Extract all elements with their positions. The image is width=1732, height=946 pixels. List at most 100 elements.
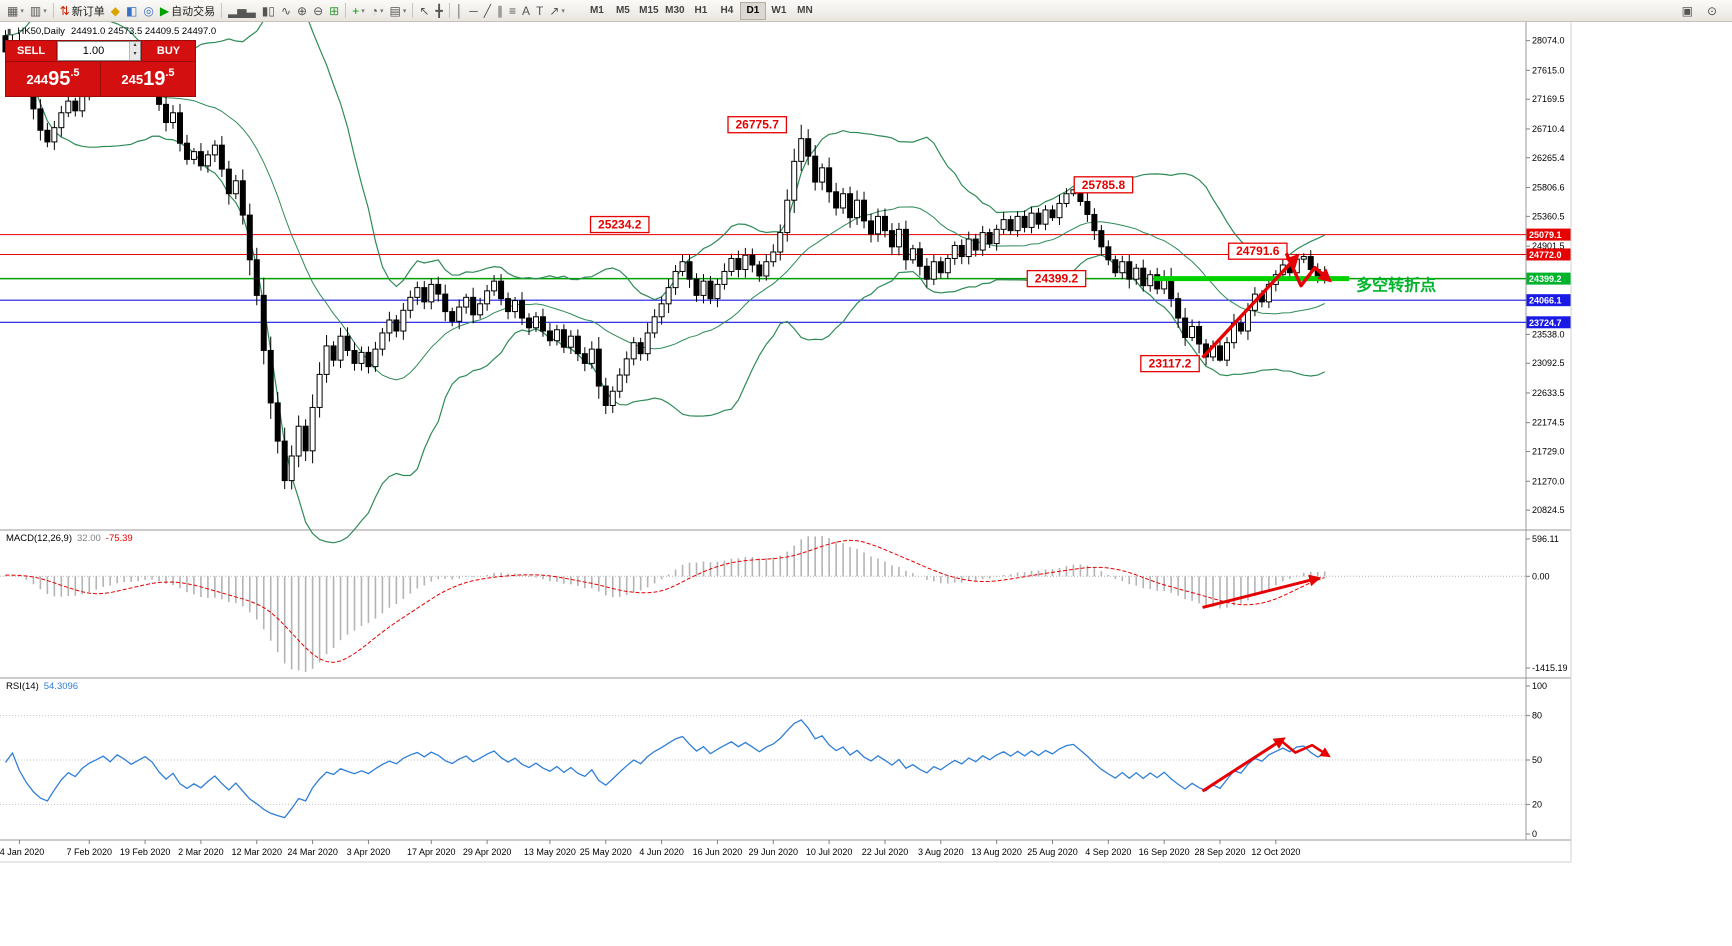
price-callout-25234.2[interactable]: 25234.2	[589, 215, 650, 234]
arrows-icon[interactable]: ↗ ▾	[546, 2, 568, 20]
text-label-icon: T	[535, 3, 544, 18]
sell-price-display[interactable]: 244 95.5	[6, 62, 100, 96]
svg-text:596.11: 596.11	[1532, 534, 1559, 544]
timeframe-button-M15[interactable]: M15	[639, 4, 659, 16]
indicators-icon[interactable]: + ▾	[349, 2, 368, 20]
channel-icon[interactable]: ∥	[494, 2, 506, 20]
cursor-icon: ↖	[419, 3, 430, 18]
bar-chart-icon[interactable]: ▂▅▃	[225, 2, 259, 20]
toolbar-separator	[448, 3, 450, 18]
rsi-zigzag-arrow[interactable]	[1278, 738, 1331, 758]
svg-text:24399.2: 24399.2	[1529, 274, 1562, 284]
crosshair-icon[interactable]: ╋	[432, 2, 445, 20]
svg-text:-1415.19: -1415.19	[1532, 663, 1568, 673]
fibonacci-icon[interactable]: ≡	[506, 2, 519, 20]
buy-price-display[interactable]: 245 19.5	[101, 62, 195, 96]
text-label-icon[interactable]: T	[533, 2, 546, 20]
line-chart-icon[interactable]: ∿	[278, 2, 294, 20]
price-callout-23117.2[interactable]: 23117.2	[1140, 354, 1200, 373]
trend-arrow[interactable]	[1284, 252, 1332, 288]
profiles-icon[interactable]: ▥ ▾	[27, 2, 50, 20]
timeframe-button-M30[interactable]: M30	[665, 4, 685, 16]
svg-text:23117.2: 23117.2	[1149, 357, 1192, 371]
chart-plot-area[interactable]	[0, 22, 1571, 862]
svg-text:3 Apr 2020: 3 Apr 2020	[347, 847, 391, 857]
search-icon[interactable]: ⊙	[1704, 2, 1720, 20]
timeframe-button-D1[interactable]: D1	[739, 1, 766, 20]
macd-trend-arrow[interactable]	[1202, 574, 1322, 609]
timeframe-group: M1 M5 M15 M30 H1 H4 D1 W1 MN	[584, 1, 818, 20]
candlestick-chart-icon[interactable]: ▮▯	[259, 2, 278, 20]
horizontal-line-icon[interactable]: ─	[466, 2, 481, 20]
autotrading-button: ▶	[159, 3, 170, 18]
volume-decrease-button[interactable]: ▾	[130, 51, 140, 60]
price-axis[interactable]: 28074.0 27615.0 27169.5 26710.4 26265.4 25806…	[1526, 36, 1571, 515]
navigator-icon[interactable]: ◎	[140, 2, 156, 20]
trendline-icon[interactable]: ╱	[481, 2, 494, 20]
svg-text:27615.0: 27615.0	[1532, 65, 1565, 75]
time-axis[interactable]: 24 Jan 2020 7 Feb 2020 19 Feb 2020 2 Mar 20…	[0, 840, 1300, 857]
svg-text:50: 50	[1532, 755, 1542, 765]
svg-text:27169.5: 27169.5	[1532, 94, 1565, 104]
buy-price-big: 19	[143, 68, 166, 90]
candles	[2, 30, 1328, 490]
rsi-axis[interactable]: 100 80 50 20 0	[1526, 681, 1547, 839]
candlestick-chart-icon: ▮▯	[261, 3, 275, 18]
macd-signal-line	[5, 539, 1325, 663]
zoom-out-icon[interactable]: ⊖	[310, 2, 326, 20]
timeframe-button-M1[interactable]: M1	[589, 4, 604, 16]
market-watch-icon[interactable]: ◧	[123, 2, 140, 20]
metaeditor-icon[interactable]: ◆	[108, 2, 123, 20]
rsi-trend-arrow[interactable]	[1201, 737, 1286, 793]
periods-icon[interactable]: ◔ ▾	[368, 2, 387, 20]
cursor-icon[interactable]: ↖	[416, 2, 432, 20]
new-chart-icon[interactable]: ▦ ▾	[4, 2, 27, 20]
timeframe-button-MN[interactable]: MN	[797, 4, 813, 16]
svg-text:20: 20	[1532, 799, 1542, 809]
timeframe-button-H4[interactable]: H4	[720, 4, 734, 16]
macd-name: MACD(12,26,9)	[6, 533, 72, 544]
svg-text:16 Jun 2020: 16 Jun 2020	[693, 847, 743, 857]
volume-increase-button[interactable]: ▴	[130, 42, 140, 51]
autotrading-button-label: 自动交易	[171, 5, 216, 18]
price-callout-25785.8[interactable]: 25785.8	[1073, 176, 1134, 194]
rsi-line	[4, 719, 1325, 819]
price-tag-25079.1: 25079.1	[1526, 228, 1571, 241]
trend-arrow[interactable]	[1201, 253, 1300, 359]
svg-text:24066.1: 24066.1	[1529, 296, 1562, 306]
templates-icon[interactable]: ▤ ▾	[387, 2, 410, 20]
vertical-line-icon[interactable]: │	[453, 2, 467, 20]
tile-windows-icon[interactable]: ⊞	[326, 2, 342, 20]
macd-axis[interactable]: 596.11 0.00 -1415.19	[1526, 534, 1568, 673]
buy-button[interactable]: BUY	[142, 41, 195, 61]
svg-text:22633.5: 22633.5	[1532, 388, 1565, 398]
svg-text:24772.0: 24772.0	[1529, 250, 1562, 260]
new-order-button[interactable]: ⇅ 新订单	[57, 2, 108, 20]
price-callout-24399.2[interactable]: 24399.2	[1026, 269, 1087, 288]
svg-text:24 Mar 2020: 24 Mar 2020	[287, 847, 338, 857]
svg-text:25806.6: 25806.6	[1532, 182, 1565, 192]
autotrading-button[interactable]: ▶ 自动交易	[157, 2, 218, 20]
text-icon[interactable]: A	[519, 2, 533, 20]
horizontal-line-icon: ─	[469, 3, 478, 18]
chart-symbol-icon: ▮	[7, 27, 12, 36]
buy-price-frac: .5	[165, 67, 175, 79]
market-watch-icon: ◧	[126, 3, 138, 18]
timeframe-button-W1[interactable]: W1	[771, 4, 787, 16]
svg-text:10 Jul 2020: 10 Jul 2020	[806, 847, 853, 857]
svg-text:26265.4: 26265.4	[1532, 153, 1565, 163]
svg-text:26710.4: 26710.4	[1532, 124, 1565, 134]
timeframe-button-M5[interactable]: M5	[615, 4, 630, 16]
price-callout-24791.6[interactable]: 24791.6	[1227, 242, 1288, 260]
svg-text:100: 100	[1532, 681, 1547, 691]
turning-point-note[interactable]: 多空转折点	[1356, 276, 1436, 295]
sell-button[interactable]: SELL	[6, 41, 56, 61]
price-tag-24772.0: 24772.0	[1526, 248, 1571, 261]
volume-input[interactable]	[58, 42, 129, 60]
zoom-in-icon[interactable]: ⊕	[294, 2, 310, 20]
community-icon[interactable]: ▣	[1679, 2, 1696, 20]
timeframe-button-H1[interactable]: H1	[694, 4, 708, 16]
chevron-down-icon: ▾	[380, 7, 384, 15]
price-callout-26775.7[interactable]: 26775.7	[727, 116, 788, 134]
